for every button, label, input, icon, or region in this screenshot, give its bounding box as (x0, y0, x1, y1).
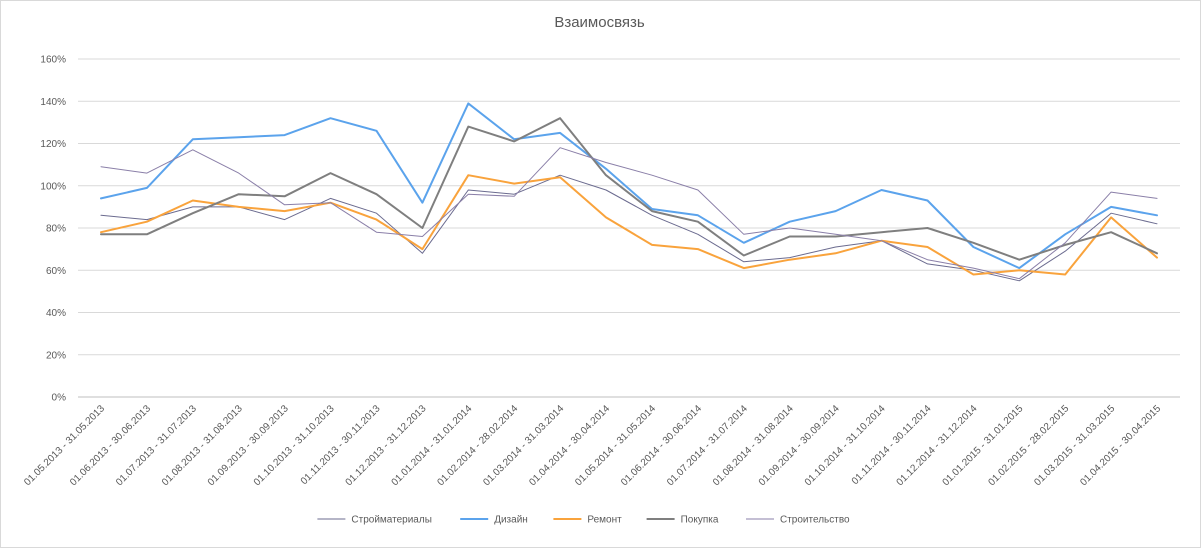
legend-label: Строительство (780, 515, 850, 526)
y-tick-label: 160% (40, 55, 66, 66)
x-tick-label: 01.12.2014 - 31.12.2014 (895, 403, 980, 488)
x-tick-label: 01.01.2015 - 31.01.2015 (941, 403, 1026, 488)
x-tick-label: 01.05.2013 - 31.05.2013 (22, 403, 107, 488)
x-tick-label: 01.08.2014 - 31.08.2014 (711, 403, 796, 488)
x-tick-label: 01.02.2014 - 28.02.2014 (435, 403, 520, 488)
y-tick-label: 40% (46, 308, 66, 319)
legend-label: Покупка (681, 515, 719, 526)
y-tick-label: 140% (40, 97, 66, 108)
series-line-1 (100, 174, 1158, 282)
y-tick-label: 100% (40, 181, 66, 192)
series-line-3 (100, 174, 1158, 276)
y-tick-label: 80% (46, 224, 66, 235)
x-tick-label: 01.03.2015 - 31.03.2015 (1032, 403, 1117, 488)
legend-label: Стройматериалы (351, 515, 432, 526)
y-tick-label: 20% (46, 350, 66, 361)
chart-title: Взаимосвязь (554, 14, 645, 31)
y-tick-label: 0% (52, 393, 67, 404)
series-lines (100, 102, 1158, 282)
gridlines (78, 58, 1180, 398)
x-tick-label: 01.01.2014 - 31.01.2014 (390, 403, 475, 488)
x-tick-label: 01.08.2013 - 31.08.2013 (160, 403, 245, 488)
series-line-2 (100, 102, 1158, 270)
series-line-4 (100, 117, 1158, 261)
x-tick-label: 01.10.2013 - 31.10.2013 (252, 403, 337, 488)
x-tick-label: 01.05.2014 - 31.05.2014 (573, 403, 658, 488)
x-tick-label: 01.09.2013 - 30.09.2013 (206, 403, 291, 488)
y-tick-label: 120% (40, 139, 66, 150)
x-tick-label: 01.03.2014 - 31.03.2014 (481, 403, 566, 488)
x-tick-label: 01.06.2013 - 30.06.2013 (68, 403, 153, 488)
x-tick-label: 01.07.2014 - 31.07.2014 (665, 403, 750, 488)
legend-label: Дизайн (494, 515, 528, 526)
y-axis-tick-labels: 0% 20% 40% 60% 80% 100% 120% 140% 160% (40, 55, 66, 404)
x-tick-label: 01.12.2013 - 31.12.2013 (344, 403, 429, 488)
x-tick-label: 01.11.2013 - 30.11.2013 (299, 403, 383, 487)
legend: Стройматериалы Дизайн Ремонт Покупка Строите… (317, 515, 850, 526)
x-tick-label: 01.09.2014 - 30.09.2014 (757, 403, 842, 488)
x-tick-label: 01.02.2015 - 28.02.2015 (986, 403, 1071, 488)
x-tick-label: 01.11.2014 - 30.11.2014 (850, 403, 934, 487)
x-tick-label: 01.10.2014 - 31.10.2014 (803, 403, 888, 488)
x-tick-label: 01.04.2014 - 30.04.2014 (527, 403, 612, 488)
y-tick-label: 60% (46, 266, 66, 277)
x-tick-label: 01.04.2015 - 30.04.2015 (1078, 403, 1163, 488)
x-tick-label: 01.06.2014 - 30.06.2014 (619, 403, 704, 488)
legend-label: Ремонт (587, 515, 622, 526)
x-tick-label: 01.07.2013 - 31.07.2013 (114, 403, 199, 488)
series-line-5 (100, 147, 1158, 280)
